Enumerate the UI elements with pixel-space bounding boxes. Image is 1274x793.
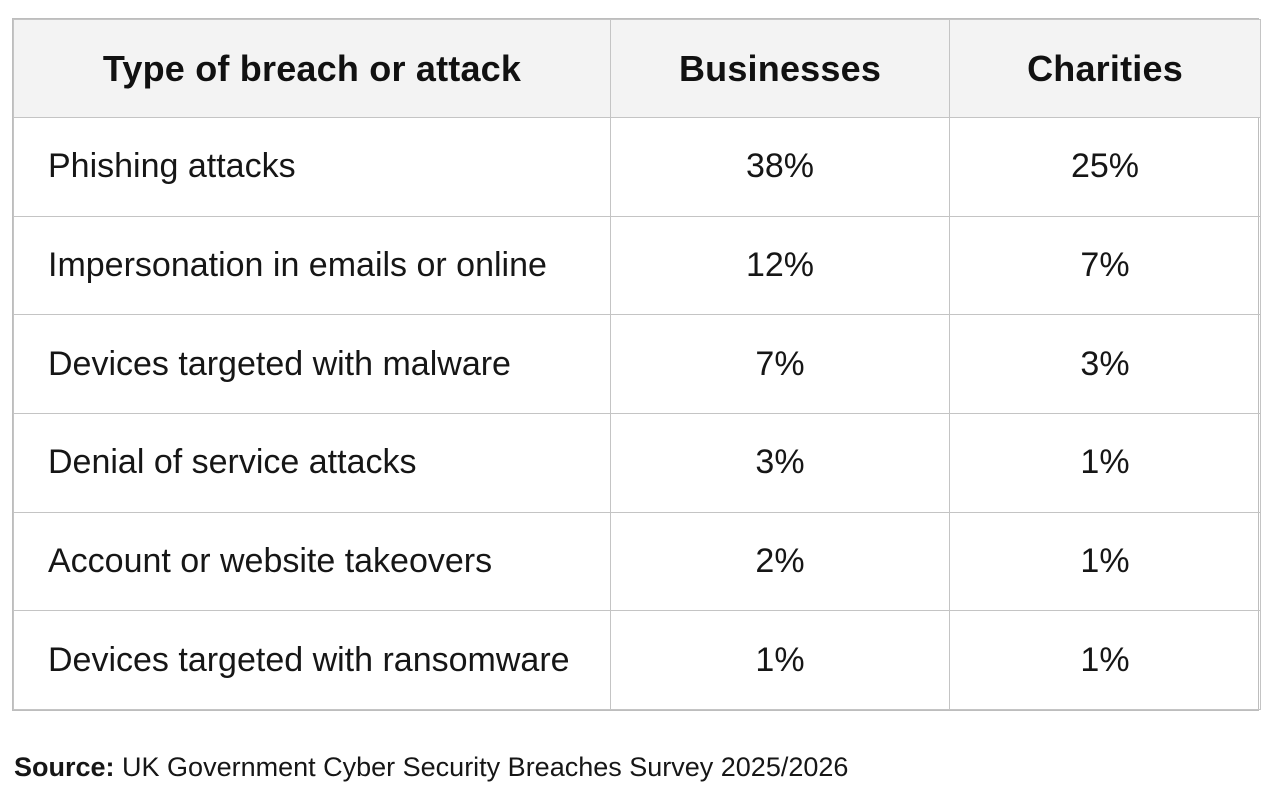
row-charities-cell: 1% bbox=[949, 412, 1261, 513]
source-text: UK Government Cyber Security Breaches Su… bbox=[122, 752, 849, 782]
breach-table: Type of breach or attack Businesses Char… bbox=[13, 19, 1261, 710]
row-charities-cell: 25% bbox=[949, 117, 1261, 217]
header-row: Type of breach or attack Businesses Char… bbox=[13, 19, 1261, 118]
row-businesses-cell: 3% bbox=[610, 412, 950, 513]
table-row: Denial of service attacks 3% 1% bbox=[13, 412, 1261, 513]
column-header-type: Type of breach or attack bbox=[13, 19, 611, 118]
row-businesses-cell: 1% bbox=[610, 610, 950, 710]
row-businesses-cell: 12% bbox=[610, 215, 950, 316]
row-businesses-cell: 7% bbox=[610, 314, 950, 414]
breach-table-container: Type of breach or attack Businesses Char… bbox=[12, 18, 1261, 711]
row-type-cell: Phishing attacks bbox=[13, 117, 611, 217]
table-row: Devices targeted with ransomware 1% 1% bbox=[13, 610, 1261, 710]
row-charities-cell: 1% bbox=[949, 610, 1261, 710]
row-charities-cell: 1% bbox=[949, 511, 1261, 612]
source-label: Source: bbox=[14, 752, 115, 782]
table-header: Type of breach or attack Businesses Char… bbox=[13, 19, 1261, 118]
table-row: Phishing attacks 38% 25% bbox=[13, 117, 1261, 217]
row-type-cell: Devices targeted with malware bbox=[13, 314, 611, 414]
table-body: Phishing attacks 38% 25% Impersonation i… bbox=[13, 117, 1261, 710]
row-businesses-cell: 38% bbox=[610, 117, 950, 217]
row-type-cell: Account or website takeovers bbox=[13, 511, 611, 612]
table-row: Impersonation in emails or online 12% 7% bbox=[13, 215, 1261, 316]
table-row: Account or website takeovers 2% 1% bbox=[13, 511, 1261, 612]
source-note: Source: UK Government Cyber Security Bre… bbox=[14, 752, 848, 783]
column-header-charities: Charities bbox=[949, 19, 1261, 118]
row-charities-cell: 7% bbox=[949, 215, 1261, 316]
row-type-cell: Devices targeted with ransomware bbox=[13, 610, 611, 710]
table-row: Devices targeted with malware 7% 3% bbox=[13, 314, 1261, 414]
column-header-businesses: Businesses bbox=[610, 19, 950, 118]
row-type-cell: Impersonation in emails or online bbox=[13, 215, 611, 316]
row-type-cell: Denial of service attacks bbox=[13, 412, 611, 513]
row-businesses-cell: 2% bbox=[610, 511, 950, 612]
row-charities-cell: 3% bbox=[949, 314, 1261, 414]
